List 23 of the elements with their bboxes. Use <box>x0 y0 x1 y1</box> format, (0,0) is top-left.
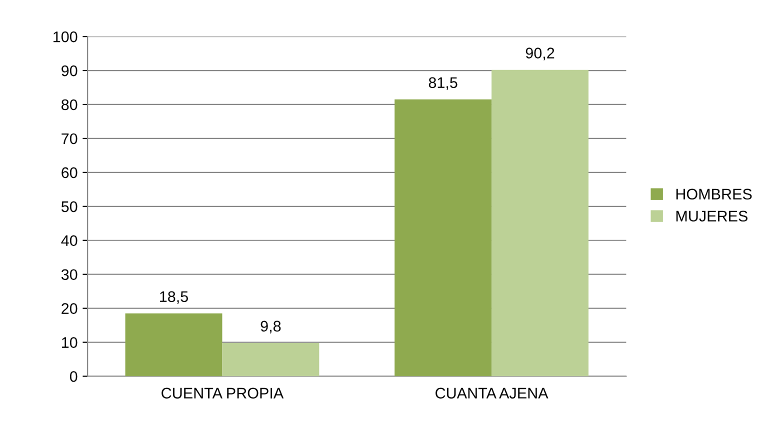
y-tick-label: 100 <box>54 31 78 42</box>
y-tick-label: 30 <box>61 269 78 280</box>
y-tick-label: 0 <box>70 371 78 382</box>
y-tick-label: 40 <box>61 235 78 246</box>
y-tick-label: 60 <box>62 167 78 178</box>
y-tick-label: 70 <box>62 133 78 144</box>
data-label: 90,2 <box>526 48 554 60</box>
legend-label: MUJERES <box>676 210 748 222</box>
y-tick-label: 50 <box>61 201 78 212</box>
x-tick-label: CUANTA AJENA <box>436 388 548 399</box>
y-tick-label: 20 <box>62 303 78 314</box>
x-tick-label: CUENTA PROPIA <box>162 388 284 399</box>
data-label: 9,8 <box>260 320 281 334</box>
data-label: 81,5 <box>428 77 458 90</box>
bar <box>222 342 320 376</box>
legend-label: HOMBRES <box>676 188 752 200</box>
y-tick-label: 10 <box>62 337 78 348</box>
y-tick-label: 90 <box>62 65 78 76</box>
bar <box>394 99 492 376</box>
bar <box>125 313 222 376</box>
y-tick-label: 80 <box>62 99 78 110</box>
data-label: 18,5 <box>160 291 188 304</box>
bar <box>492 70 588 376</box>
